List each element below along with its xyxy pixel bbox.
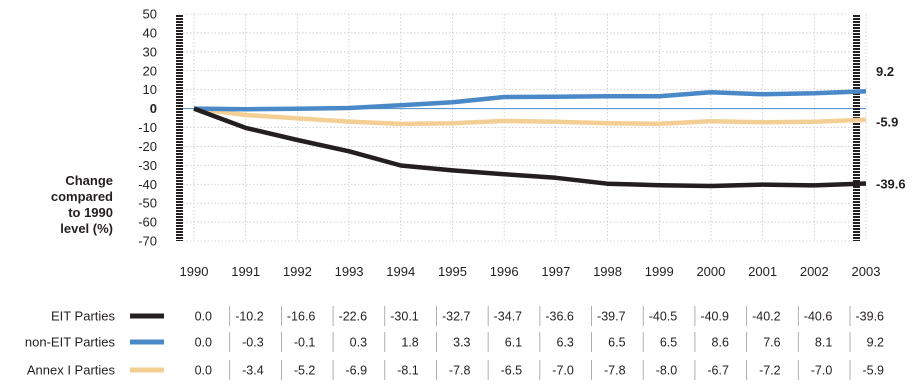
y-axis-label-line: Change (65, 173, 113, 188)
table-cell-value: -30.1 (390, 310, 419, 324)
table-cell-value: -8.0 (656, 364, 678, 378)
x-tick-label: 1996 (490, 264, 519, 279)
table-cell-value: -40.2 (752, 310, 781, 324)
table-cell-value: -34.7 (494, 310, 523, 324)
legend-swatch (130, 367, 164, 373)
series-line-eit-parties (193, 106, 867, 189)
y-tick-label: -40 (138, 177, 157, 192)
x-tick-label: 2000 (696, 264, 725, 279)
legend-swatch (130, 339, 164, 345)
y-tick-label: -30 (138, 158, 157, 173)
x-tick-label: 1991 (231, 264, 260, 279)
table-cell-value: -36.6 (545, 310, 574, 324)
table-cell-value: 8.1 (815, 336, 832, 350)
end-value-label: -5.9 (876, 115, 898, 130)
y-axis-label-line: level (%) (60, 221, 113, 236)
table-cell-value: -6.9 (346, 364, 368, 378)
table-cell-value: 6.5 (660, 336, 677, 350)
y-tick-label: 0 (150, 101, 157, 116)
table-cell-value: 0.0 (195, 336, 212, 350)
table-cell-value: 3.3 (453, 336, 470, 350)
table-cell-value: 1.8 (401, 336, 418, 350)
table-cell-value: 7.6 (763, 336, 780, 350)
table-cell-value: 0.3 (350, 336, 367, 350)
series-line-non-eit-parties (193, 88, 867, 112)
end-value-label: 9.2 (876, 64, 894, 79)
series-line-annex-i-parties (193, 106, 867, 127)
x-tick-label: 1999 (645, 264, 674, 279)
table-cell-value: -39.7 (597, 310, 626, 324)
x-tick-label: 1990 (180, 264, 209, 279)
y-axis-label-line: to 1990 (68, 205, 113, 220)
x-tick-label: 2003 (852, 264, 881, 279)
x-tick-label: 1998 (593, 264, 622, 279)
end-year-bar (853, 14, 860, 241)
table-cell-value: -40.5 (649, 310, 678, 324)
x-tick-label: 1997 (541, 264, 570, 279)
table-cell-value: -40.9 (700, 310, 729, 324)
table-cell-value: 6.1 (505, 336, 522, 350)
table-cell-value: -0.3 (242, 336, 264, 350)
table-cell-value: -16.6 (287, 310, 316, 324)
table-cell-value: -39.6 (856, 310, 885, 324)
table-cell-value: -0.1 (294, 336, 316, 350)
y-axis-label-line: compared (51, 189, 113, 204)
table-cell-value: 6.5 (608, 336, 625, 350)
y-tick-label: -70 (138, 234, 157, 249)
legend-swatch (130, 313, 164, 319)
y-axis-bar (176, 14, 183, 241)
table-cell-value: -7.2 (759, 364, 781, 378)
y-tick-label: -20 (138, 139, 157, 154)
x-tick-label: 1994 (386, 264, 415, 279)
y-tick-label: 50 (143, 7, 157, 22)
table-cell-value: -22.6 (339, 310, 368, 324)
end-value-label: -39.6 (876, 176, 906, 191)
table-cell-value: -8.1 (397, 364, 419, 378)
table-cell-value: 6.3 (556, 336, 573, 350)
y-tick-label: 10 (143, 82, 157, 97)
table-cell-value: -7.8 (604, 364, 626, 378)
table-cell-value: 0.0 (195, 310, 212, 324)
table-cell-value: -7.0 (552, 364, 574, 378)
y-tick-label: 30 (143, 44, 157, 59)
legend-label: EIT Parties (51, 309, 116, 324)
table-cell-value: -40.6 (804, 310, 833, 324)
x-tick-label: 2001 (748, 264, 777, 279)
y-tick-label: -10 (138, 120, 157, 135)
table-cell-value: -5.9 (862, 364, 884, 378)
y-tick-label: 40 (143, 25, 157, 40)
x-tick-label: 1992 (283, 264, 312, 279)
x-tick-label: 2002 (800, 264, 829, 279)
legend-label: non-EIT Parties (25, 335, 116, 350)
table-cell-value: -10.2 (235, 310, 264, 324)
x-tick-label: 1995 (438, 264, 467, 279)
table-cell-value: -5.2 (294, 364, 316, 378)
table-cell-value: -3.4 (242, 364, 264, 378)
y-tick-label: 20 (143, 63, 157, 78)
table-cell-value: -32.7 (442, 310, 471, 324)
table-cell-value: 8.6 (712, 336, 729, 350)
table-cell-value: -7.0 (811, 364, 833, 378)
table-cell-value: 0.0 (195, 364, 212, 378)
table-cell-value: -7.8 (449, 364, 471, 378)
legend-label: Annex I Parties (27, 363, 116, 378)
table-cell-value: -6.5 (501, 364, 523, 378)
y-tick-label: -60 (138, 215, 157, 230)
y-tick-label: -50 (138, 196, 157, 211)
table-cell-value: 9.2 (867, 336, 884, 350)
table-cell-value: -6.7 (707, 364, 729, 378)
x-tick-label: 1993 (335, 264, 364, 279)
